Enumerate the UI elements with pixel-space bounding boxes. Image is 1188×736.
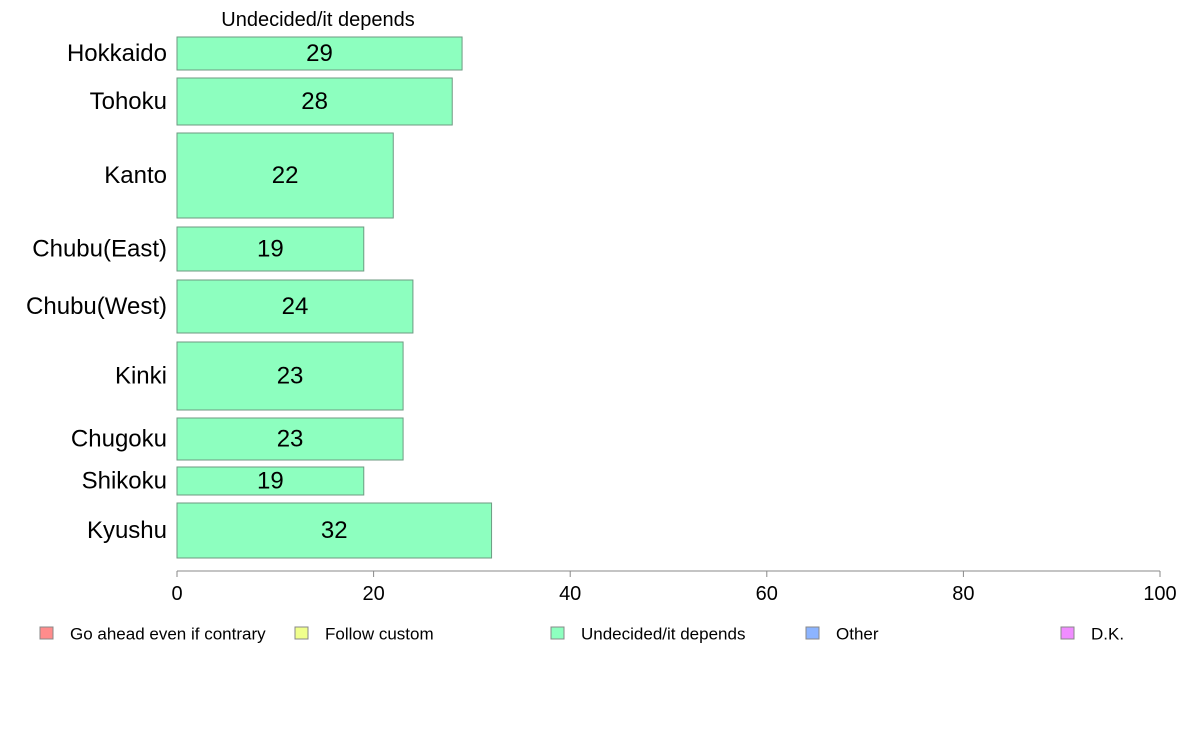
legend-swatch [805,626,820,640]
legend-label: Go ahead even if contrary [70,625,266,644]
category-label: Shikoku [82,468,167,495]
category-label: Kyushu [87,517,167,544]
chart-title: Undecided/it depends [221,9,414,31]
bar [176,36,463,71]
bar [176,279,414,334]
legend-label: Undecided/it depends [581,625,745,644]
x-tick-label: 60 [756,583,778,605]
bar [176,341,404,411]
bar-value-label: 28 [301,88,328,115]
bar [176,502,493,559]
bars-group: Hokkaido 29 Tohoku 28 Kanto 22 Chubu(East) 19 Ch… [26,36,493,559]
x-tick-label: 40 [559,583,581,605]
legend-label: D.K. [1091,625,1124,644]
bar [176,132,394,219]
x-tick-label: 100 [1143,583,1176,605]
category-label: Kinki [115,363,167,390]
x-axis: 0 20 40 60 80 100 [171,570,1177,605]
bar-value-label: 23 [277,363,304,390]
category-label: Chubu(East) [32,236,167,263]
bar-value-label: 24 [282,293,309,320]
bar-value-label: 29 [306,40,333,67]
x-tick-label: 20 [362,583,384,605]
bar [176,226,365,272]
bar [176,77,453,126]
bar [176,417,404,461]
bar-value-label: 22 [272,162,299,189]
category-label: Chugoku [71,426,167,453]
x-tick-label: 80 [952,583,974,605]
bar-value-label: 32 [321,517,348,544]
category-label: Chubu(West) [26,293,167,320]
category-label: Tohoku [90,88,167,115]
legend-swatch [294,626,309,640]
bar-value-label: 23 [277,426,304,453]
bar [176,466,365,496]
category-label: Hokkaido [67,40,167,67]
legend-label: Follow custom [325,625,434,644]
legend-label: Other [836,625,879,644]
category-label: Kanto [104,162,167,189]
legend-swatch [1060,626,1075,640]
legend: Go ahead even if contrary Follow custom Un… [39,625,1124,644]
bar-value-label: 19 [257,468,284,495]
legend-swatch [39,626,54,640]
bar-value-label: 19 [257,236,284,263]
legend-swatch [550,626,565,640]
x-tick-label: 0 [171,583,182,605]
